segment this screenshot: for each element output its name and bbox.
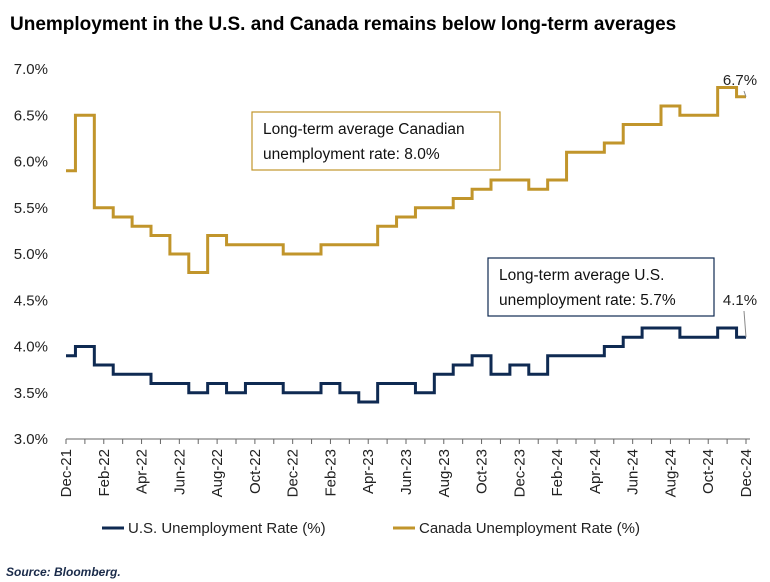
annotation-text: Long-term average U.S. — [499, 267, 664, 284]
x-tick-label: Dec-21 — [58, 449, 75, 497]
chart-title: Unemployment in the U.S. and Canada rema… — [10, 14, 676, 35]
x-tick-label: Jun-24 — [625, 449, 642, 495]
us-end-label: 4.1% — [723, 292, 757, 309]
x-tick-label: Jun-23 — [398, 449, 415, 495]
x-tick-label: Apr-23 — [360, 449, 377, 494]
x-tick-label: Dec-22 — [285, 449, 302, 497]
annotation-text: unemployment rate: 5.7% — [499, 292, 676, 309]
x-tick-label: Jun-22 — [171, 449, 188, 495]
y-axis: 3.0% 3.5% 4.0% 4.5% 5.0% 5.5% 6.0% 6.5% 7.0% — [14, 61, 48, 448]
end-label-leader — [743, 90, 747, 97]
source-note: Source: Bloomberg. — [6, 565, 121, 579]
canada-series-line — [66, 86, 746, 274]
y-tick-label: 3.5% — [14, 385, 48, 402]
annotations: Long-term average Canadian unemployment r… — [251, 111, 715, 317]
annotation-box — [487, 257, 715, 317]
series-group: 4.1% 6.7% — [66, 72, 757, 404]
legend-label: Canada Unemployment Rate (%) — [419, 520, 640, 537]
y-tick-label: 3.0% — [14, 431, 48, 448]
x-tick-label: Dec-23 — [511, 449, 528, 497]
x-tick-label: Feb-22 — [96, 449, 113, 497]
x-tick-label: Aug-22 — [209, 449, 226, 497]
x-tick-label: Apr-24 — [587, 449, 604, 494]
x-tick-label: Oct-22 — [247, 449, 264, 494]
y-tick-label: 7.0% — [14, 61, 48, 78]
end-label-leader — [743, 310, 747, 338]
y-tick-label: 5.0% — [14, 246, 48, 263]
x-tick-label: Oct-23 — [474, 449, 491, 494]
x-tick-label: Feb-23 — [322, 449, 339, 497]
legend: U.S. Unemployment Rate (%) Canada Unemplo… — [102, 520, 640, 537]
us-series-line — [66, 326, 746, 404]
canada-end-label: 6.7% — [723, 72, 757, 89]
x-tick-label: Oct-24 — [700, 449, 717, 494]
annotation-text: Long-term average Canadian — [263, 121, 465, 138]
x-axis: Dec-21 Feb-22 Apr-22 Jun-22 Aug-22 Oct-22 Dec-… — [58, 438, 755, 497]
x-tick-label: Apr-22 — [134, 449, 151, 494]
x-tick-label: Feb-24 — [549, 449, 566, 497]
x-tick-label: Aug-23 — [436, 449, 453, 497]
y-tick-label: 6.5% — [14, 107, 48, 124]
annotation-box — [251, 111, 501, 171]
y-tick-label: 5.5% — [14, 200, 48, 217]
annotation-text: unemployment rate: 8.0% — [263, 146, 440, 163]
legend-label: U.S. Unemployment Rate (%) — [128, 520, 326, 537]
y-tick-label: 4.0% — [14, 339, 48, 356]
x-tick-label: Aug-24 — [662, 449, 679, 497]
y-tick-label: 4.5% — [14, 292, 48, 309]
y-tick-label: 6.0% — [14, 154, 48, 171]
x-tick-label: Dec-24 — [738, 449, 755, 497]
